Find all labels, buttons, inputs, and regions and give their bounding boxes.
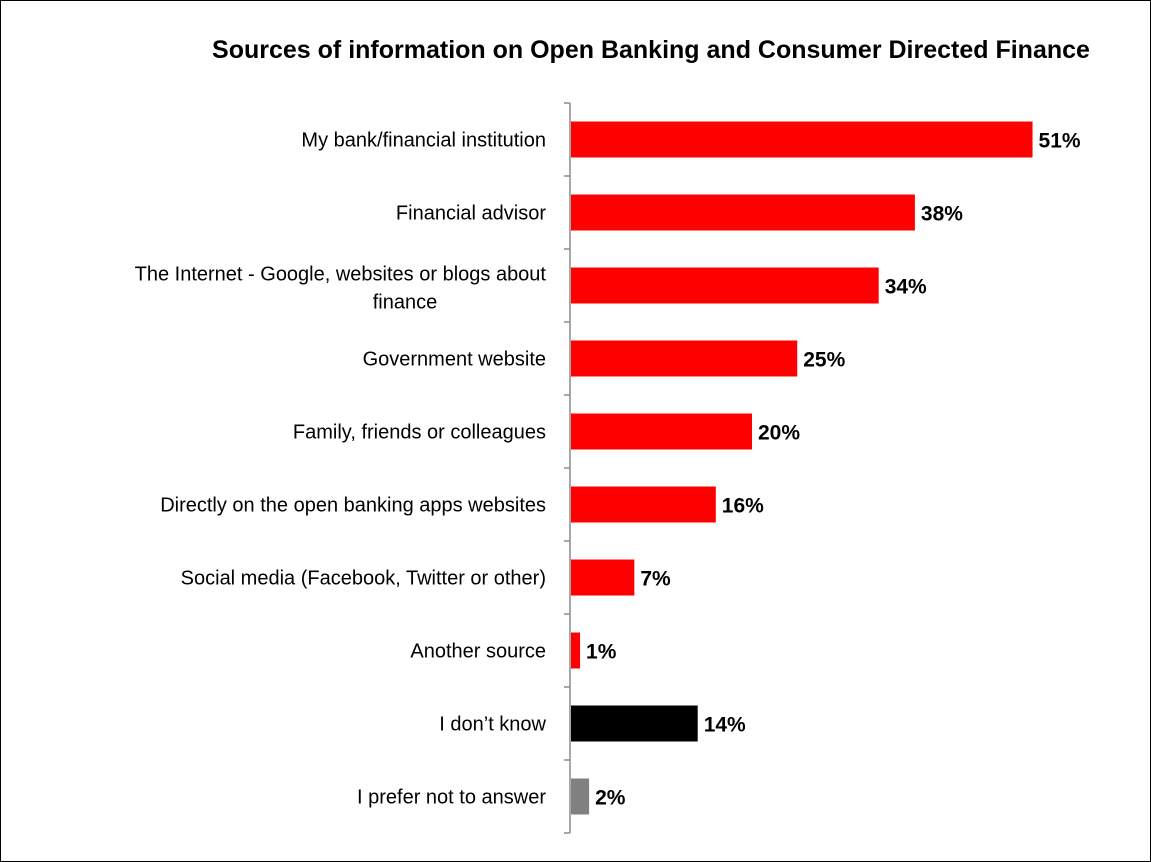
value-label: 1% bbox=[586, 641, 617, 664]
value-label: 14% bbox=[704, 714, 746, 737]
category-label: Social media (Facebook, Twitter or other… bbox=[181, 568, 546, 590]
value-label: 51% bbox=[1039, 130, 1081, 153]
bar-the-internet-google-websites-or-blogs-about-finance bbox=[571, 267, 879, 304]
bar-financial-advisor bbox=[571, 194, 915, 231]
bar-family-friends-or-colleagues bbox=[571, 413, 752, 450]
category-axis bbox=[564, 102, 571, 834]
value-label: 2% bbox=[595, 787, 626, 810]
bar-i-prefer-not-to-answer bbox=[571, 778, 590, 815]
category-label: Financial advisor bbox=[396, 203, 546, 225]
value-label: 38% bbox=[921, 203, 963, 226]
category-label: Government website bbox=[363, 349, 546, 371]
value-label: 20% bbox=[758, 422, 800, 445]
category-labels: My bank/financial institution Financial a… bbox=[135, 130, 547, 809]
bar-government-website bbox=[571, 340, 798, 377]
value-label: 25% bbox=[803, 349, 845, 372]
bar-social-media-facebook-twitter-or-other bbox=[571, 559, 635, 596]
value-label: 16% bbox=[722, 495, 764, 518]
value-labels: 51% 38% 34% 25% 20% 16% 7% 1% 14% 2% bbox=[586, 130, 1081, 810]
chart-title: Sources of information on Open Banking a… bbox=[212, 36, 1090, 64]
bar-directly-on-the-open-banking-apps-websites bbox=[571, 486, 716, 523]
category-label: I don’t know bbox=[439, 714, 546, 736]
value-label: 7% bbox=[640, 568, 671, 591]
category-label: Family, friends or colleagues bbox=[293, 422, 546, 444]
bar-another-source bbox=[571, 632, 581, 669]
category-label: Directly on the open banking apps websit… bbox=[160, 495, 546, 517]
bars bbox=[571, 121, 1033, 815]
category-label: Another source bbox=[410, 641, 546, 663]
category-label: My bank/financial institution bbox=[301, 130, 546, 152]
bar-my-bank-financial-institution bbox=[571, 121, 1033, 158]
category-label: I prefer not to answer bbox=[357, 787, 546, 809]
bar-i-don-t-know bbox=[571, 705, 698, 742]
category-label: The Internet - Google, websites or blogs… bbox=[135, 264, 547, 314]
value-label: 34% bbox=[885, 276, 927, 299]
